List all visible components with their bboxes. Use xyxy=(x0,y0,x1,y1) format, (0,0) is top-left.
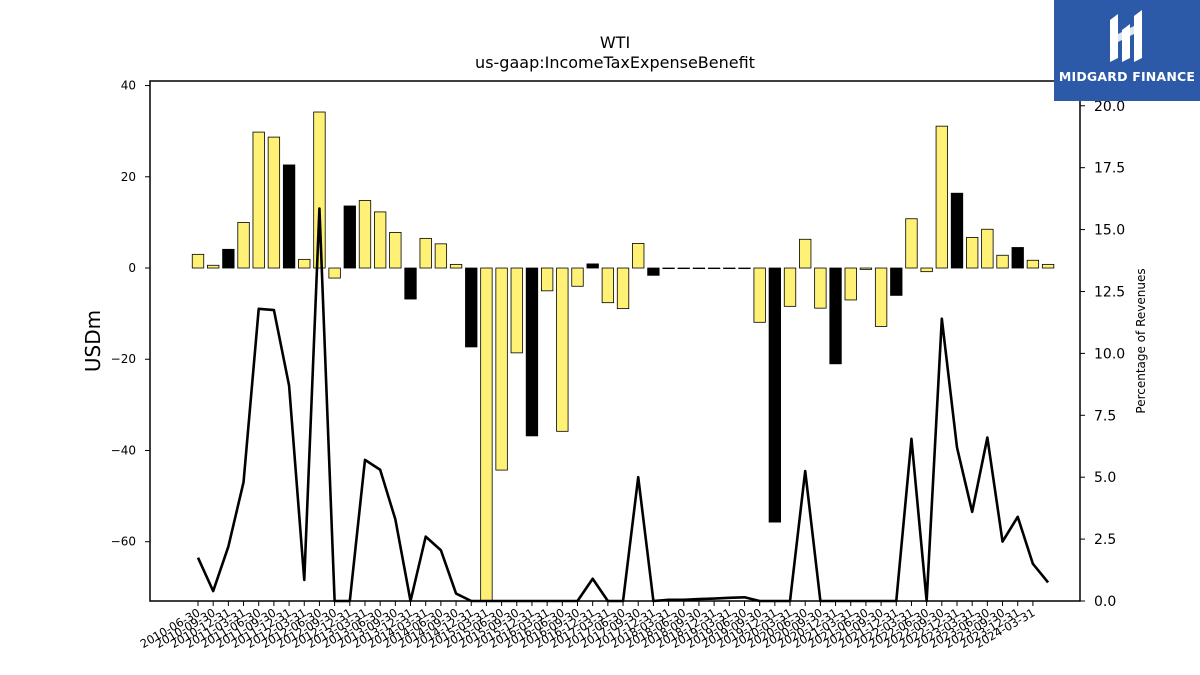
bar xyxy=(313,111,326,269)
y2-tick-label: 5.0 xyxy=(1094,470,1116,486)
bar xyxy=(252,131,265,269)
bar xyxy=(920,267,933,273)
bar xyxy=(859,267,873,270)
brand-logo: MIDGARD FINANCE xyxy=(1054,0,1200,101)
y2-axis: 0.0 2.5 5.0 7.5 10.0 12.5 15.0 17.5 20.0 xyxy=(1080,99,1125,610)
chart-subtitle: us-gaap:IncomeTaxExpenseBenefit xyxy=(475,53,755,72)
bar xyxy=(419,237,432,269)
bar xyxy=(707,267,721,270)
bar xyxy=(844,267,857,301)
bar xyxy=(404,267,417,300)
y2-tick-label: 10.0 xyxy=(1094,346,1125,362)
bar xyxy=(616,267,630,310)
bar xyxy=(829,267,842,365)
bar xyxy=(389,232,402,269)
y-axis-label: USDm xyxy=(81,310,105,372)
bar xyxy=(510,267,523,354)
bar xyxy=(799,238,812,269)
bar xyxy=(525,267,539,437)
bar xyxy=(966,237,979,269)
bar xyxy=(768,267,781,523)
bar xyxy=(692,267,706,270)
bar xyxy=(571,267,584,287)
bar xyxy=(950,192,964,269)
bar xyxy=(662,267,675,270)
bar xyxy=(449,263,463,269)
plot-frame xyxy=(149,80,1081,602)
bar xyxy=(374,211,387,269)
bar xyxy=(480,267,493,602)
bar xyxy=(753,267,766,323)
x-axis: 2010-06-302010-09-302010-12-312011-03-31… xyxy=(138,601,1037,651)
bar xyxy=(267,136,281,269)
bar xyxy=(723,267,736,270)
y-tick-label: 20 xyxy=(121,170,136,184)
y2-tick-label: 20.0 xyxy=(1094,99,1125,115)
bar xyxy=(586,263,599,269)
y2-tick-label: 0.0 xyxy=(1094,594,1116,610)
y2-tick-label: 12.5 xyxy=(1094,284,1125,300)
bar xyxy=(540,267,554,292)
bar xyxy=(1041,263,1055,269)
bar xyxy=(981,228,994,269)
chart-title: WTI xyxy=(600,33,630,52)
y-tick-label: −60 xyxy=(111,535,136,549)
y-tick-label: −20 xyxy=(111,352,136,366)
bar xyxy=(890,267,903,296)
bar xyxy=(905,218,918,269)
bar xyxy=(601,267,615,304)
y2-tick-label: 7.5 xyxy=(1094,408,1116,424)
bar xyxy=(814,267,827,309)
y2-axis-label: Percentage of Revenues xyxy=(1134,268,1148,413)
y-tick-label: 40 xyxy=(121,79,136,93)
bar xyxy=(495,267,508,471)
bar xyxy=(738,267,751,270)
bar xyxy=(996,254,1009,269)
bar xyxy=(647,267,660,276)
bar xyxy=(222,248,235,269)
y2-tick-label: 17.5 xyxy=(1094,161,1125,177)
y2-tick-label: 15.0 xyxy=(1094,223,1125,239)
bar xyxy=(1011,247,1024,269)
bar xyxy=(632,242,645,269)
bar xyxy=(434,243,448,269)
bar xyxy=(783,267,797,307)
bar xyxy=(935,125,948,269)
bar xyxy=(207,264,220,269)
y-axis: 40 20 0 −20 −40 −60 xyxy=(111,79,150,549)
logo-mark-icon xyxy=(1110,10,1142,62)
bar xyxy=(282,164,296,269)
bar xyxy=(298,258,311,269)
bar xyxy=(191,253,205,269)
bar xyxy=(237,221,250,269)
bar xyxy=(677,267,690,270)
bar xyxy=(328,267,341,279)
bars-layer xyxy=(191,111,1055,602)
bar xyxy=(465,267,478,348)
bar xyxy=(874,267,888,327)
y-tick-label: −40 xyxy=(111,443,136,457)
bar xyxy=(343,205,356,269)
bar xyxy=(556,267,569,432)
y2-tick-label: 2.5 xyxy=(1094,532,1116,548)
bar xyxy=(358,200,372,269)
y-tick-label: 0 xyxy=(128,261,136,275)
bar xyxy=(1026,259,1040,269)
brand-name: MIDGARD FINANCE xyxy=(1058,69,1196,84)
